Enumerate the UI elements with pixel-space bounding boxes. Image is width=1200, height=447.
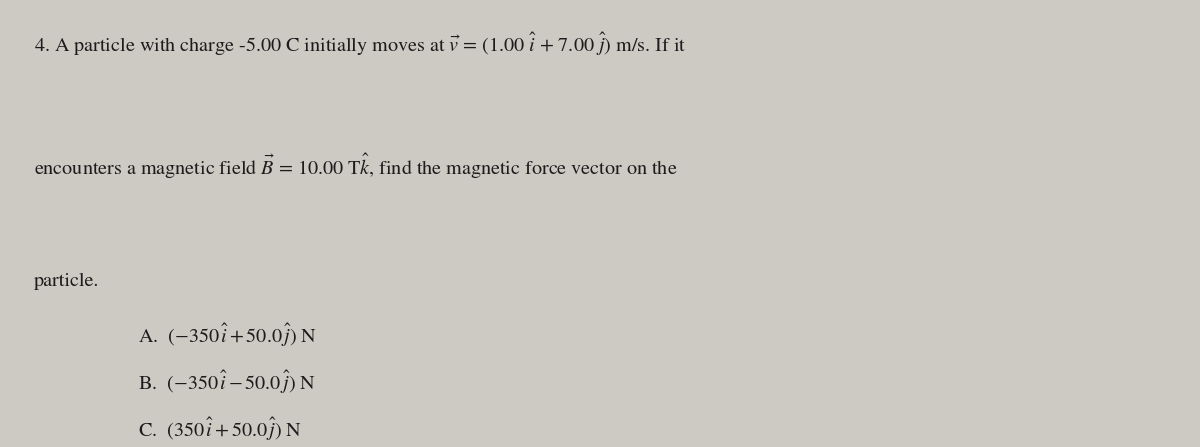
Text: 4. A particle with charge -5.00 C initially moves at $\vec{v}$ = (1.00 $\hat{i}$: 4. A particle with charge -5.00 C initia…: [34, 31, 686, 58]
Text: A.  $(-350\,\hat{i} + 50.0\,\hat{j})$ N: A. $(-350\,\hat{i} + 50.0\,\hat{j})$ N: [138, 322, 317, 349]
Text: encounters a magnetic field $\vec{B}$ = 10.00 T$\hat{k}$, find the magnetic forc: encounters a magnetic field $\vec{B}$ = …: [34, 152, 677, 181]
Text: B.  $(-350\,\hat{i} - 50.0\,\hat{j})$ N: B. $(-350\,\hat{i} - 50.0\,\hat{j})$ N: [138, 369, 316, 396]
Text: particle.: particle.: [34, 273, 98, 290]
Text: C.  $(350\,\hat{i} + 50.0\,\hat{j})$ N: C. $(350\,\hat{i} + 50.0\,\hat{j})$ N: [138, 416, 302, 443]
